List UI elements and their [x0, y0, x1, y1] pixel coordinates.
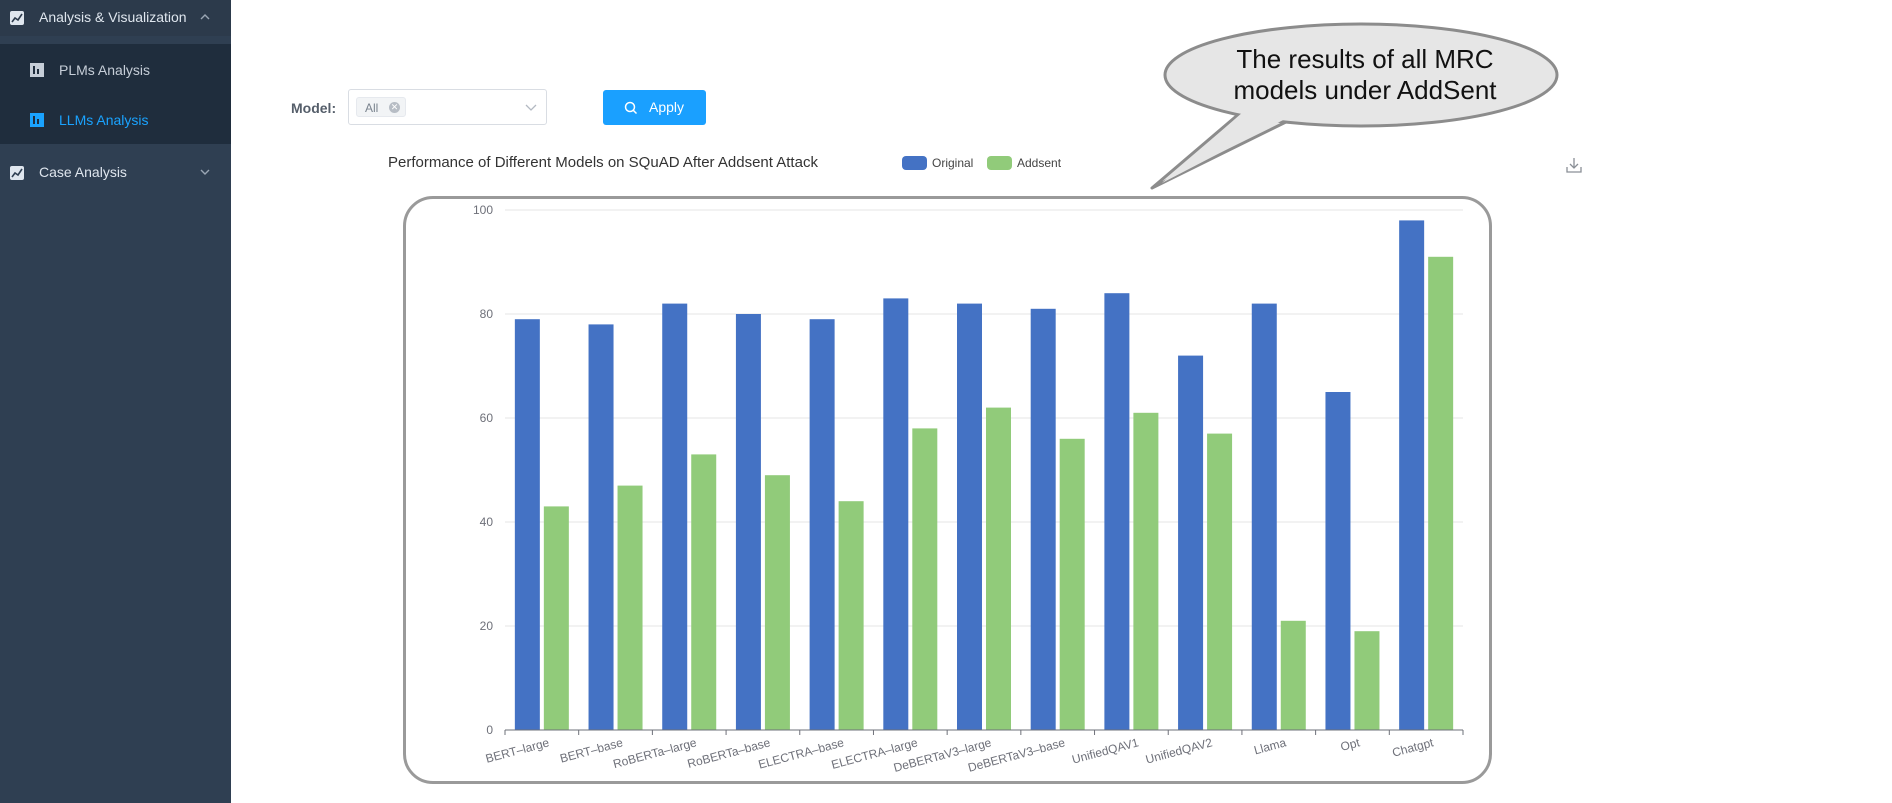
bar-addsent	[691, 454, 717, 730]
chart-highlight-frame	[403, 196, 1492, 784]
sidebar: Analysis & Visualization PLMs Analysis L…	[0, 0, 231, 803]
x-tick-label: Chatgpt	[1391, 735, 1436, 760]
sidebar-item-label: LLMs Analysis	[59, 112, 149, 128]
x-tick-label: BERT–large	[484, 735, 551, 765]
bar-addsent	[1354, 631, 1380, 730]
annotation-text: The results of all MRC models under AddS…	[1168, 44, 1562, 106]
bar-chart-icon	[30, 63, 44, 77]
bar-addsent	[1059, 438, 1085, 730]
bar-original	[514, 319, 540, 730]
sidebar-item-plms-analysis[interactable]: PLMs Analysis	[0, 48, 231, 92]
bar-original	[1030, 308, 1056, 730]
annotation-line-2: models under AddSent	[1233, 75, 1497, 105]
menu-group-case-analysis[interactable]: Case Analysis	[0, 155, 231, 191]
x-tick-label: UnifiedQAV1	[1070, 735, 1140, 766]
bar-original	[883, 298, 909, 730]
legend-label: Addsent	[1017, 156, 1062, 170]
x-tick-label: UnifiedQAV2	[1144, 735, 1214, 766]
sidebar-item-llms-analysis[interactable]: LLMs Analysis	[0, 98, 231, 142]
bar-addsent	[1207, 433, 1233, 730]
bar-addsent	[912, 428, 938, 730]
model-filter-label: Model:	[291, 100, 337, 116]
selected-tag-label: All	[365, 101, 379, 115]
annotation-line-1: The results of all MRC	[1236, 44, 1494, 74]
bar-original	[1104, 293, 1130, 730]
bar-addsent	[838, 501, 864, 730]
legend-swatch-addsent	[987, 156, 1012, 170]
x-tick-label: Llama	[1252, 735, 1288, 757]
selected-tag: All ✕	[356, 97, 406, 117]
bar-original	[1178, 355, 1204, 730]
y-tick-label: 40	[480, 515, 494, 529]
submenu-analysis: PLMs Analysis LLMs Analysis	[0, 44, 231, 144]
bar-original	[1399, 220, 1425, 730]
y-tick-label: 80	[480, 307, 494, 321]
menu-group-analysis-visualization[interactable]: Analysis & Visualization	[0, 0, 231, 36]
bar-original	[735, 314, 761, 730]
x-tick-label: RoBERTa–large	[611, 735, 698, 771]
bar-original	[588, 324, 614, 730]
y-tick-label: 100	[473, 203, 493, 217]
bar-addsent	[764, 475, 790, 730]
x-tick-label: Opt	[1339, 735, 1362, 754]
bar-addsent	[1428, 256, 1454, 730]
legend-label: Original	[932, 156, 974, 170]
bar-original	[1325, 392, 1351, 730]
bar-addsent	[1133, 412, 1159, 730]
chevron-up-icon	[200, 14, 210, 20]
bar-addsent	[617, 485, 643, 730]
chart-line-icon	[10, 11, 24, 25]
bar-original	[662, 303, 688, 730]
bar-addsent	[1280, 620, 1306, 730]
bar-addsent	[543, 506, 569, 730]
bar-original	[809, 319, 835, 730]
bar-original	[1251, 303, 1277, 730]
y-tick-label: 60	[480, 411, 494, 425]
bar-addsent	[986, 407, 1011, 730]
menu-group-label: Case Analysis	[39, 164, 127, 180]
chart-title: Performance of Different Models on SQuAD…	[388, 154, 818, 171]
y-tick-label: 0	[486, 723, 493, 737]
sidebar-item-label: PLMs Analysis	[59, 62, 151, 78]
chevron-down-icon	[200, 169, 210, 175]
download-icon[interactable]	[1565, 156, 1583, 174]
chevron-down-icon	[525, 104, 537, 111]
bar-original	[957, 303, 982, 730]
chart-line-icon	[10, 166, 24, 180]
model-select[interactable]: All ✕	[348, 89, 547, 125]
tag-close-icon[interactable]: ✕	[389, 102, 400, 113]
apply-button[interactable]: Apply	[603, 90, 706, 125]
menu-group-label: Analysis & Visualization	[39, 9, 187, 25]
y-tick-label: 20	[480, 619, 494, 633]
legend-swatch-original	[902, 156, 927, 170]
apply-button-label: Apply	[649, 99, 685, 115]
search-icon	[624, 101, 638, 115]
bar-chart-icon	[30, 113, 44, 127]
